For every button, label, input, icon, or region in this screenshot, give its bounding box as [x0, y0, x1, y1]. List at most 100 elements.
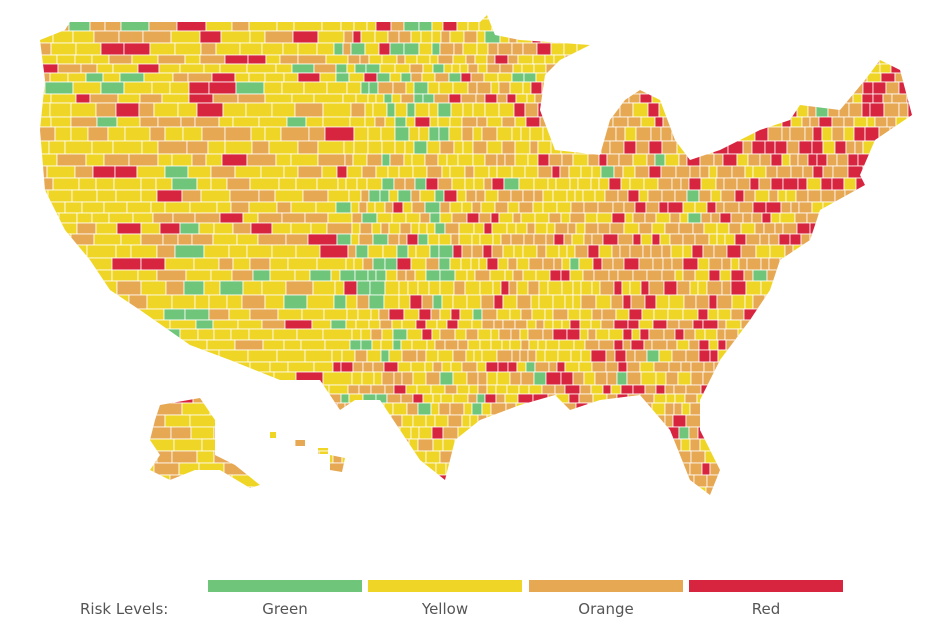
county-tile [144, 15, 170, 20]
county-tile [405, 384, 418, 395]
county-tile [830, 30, 840, 44]
county-tile [306, 294, 335, 310]
county-tile [847, 153, 859, 167]
county-tile [394, 102, 408, 118]
county-tile [888, 402, 898, 416]
county-tile [794, 72, 806, 83]
county-tile [878, 450, 894, 464]
county-tile [235, 81, 265, 95]
county-tile [666, 319, 680, 330]
county-tile [92, 165, 116, 179]
county-tile [871, 280, 884, 296]
county-tile [516, 294, 532, 310]
county-tile [685, 384, 702, 395]
county-tile [632, 269, 648, 282]
county-tile [245, 15, 273, 20]
county-tile [208, 81, 237, 95]
county-tile [532, 54, 546, 65]
county-tile [623, 222, 640, 235]
county-tile [742, 414, 758, 428]
county-tile [535, 319, 545, 330]
county-tile [709, 349, 719, 363]
county-tile [432, 499, 447, 511]
county-tile [465, 349, 475, 363]
county-tile [807, 102, 817, 118]
county-tile [723, 414, 734, 428]
county-tile [851, 244, 866, 259]
county-tile [392, 339, 402, 351]
county-tile [81, 201, 105, 214]
county-tile [527, 153, 539, 167]
county-tile [80, 361, 103, 373]
county-tile [448, 93, 462, 104]
county-tile [606, 153, 620, 167]
county-tile [74, 165, 94, 179]
county-tile [476, 361, 487, 373]
county-tile [251, 140, 270, 155]
county-tile [691, 486, 707, 495]
county-tile [46, 165, 76, 179]
county-tile [904, 177, 912, 191]
county-tile [639, 393, 655, 404]
county-tile [638, 257, 654, 271]
county-tile [858, 63, 872, 74]
county-tile [825, 384, 840, 395]
county-tile [511, 165, 526, 179]
county-tile [879, 201, 895, 214]
county-tile [69, 339, 98, 351]
county-tile [490, 212, 500, 224]
county-tile [796, 280, 811, 296]
county-tile [197, 486, 213, 495]
county-tile [500, 233, 512, 246]
county-tile [207, 140, 226, 155]
county-tile [831, 257, 842, 271]
county-tile [900, 269, 910, 282]
county-tile [505, 499, 520, 511]
county-tile [566, 189, 576, 203]
county-tile [895, 474, 906, 488]
county-tile [276, 349, 306, 363]
county-tile [441, 294, 454, 310]
county-tile [670, 438, 682, 452]
county-tile [357, 414, 370, 428]
county-tile [410, 361, 426, 373]
county-tile [878, 54, 888, 65]
county-tile [638, 462, 655, 476]
county-tile [664, 402, 675, 416]
county-tile [832, 393, 846, 404]
county-tile [345, 462, 361, 476]
county-tile [905, 328, 912, 341]
county-tile [846, 438, 861, 452]
county-tile [803, 499, 814, 511]
county-tile [478, 257, 488, 271]
county-tile [891, 42, 904, 56]
county-tile [795, 438, 812, 452]
county-tile [549, 450, 566, 464]
county-tile [359, 54, 370, 65]
county-tile [421, 72, 436, 83]
county-tile [305, 116, 324, 128]
county-tile [531, 308, 546, 321]
county-tile [856, 371, 866, 386]
county-tile [661, 42, 676, 56]
county-tile [587, 244, 600, 259]
county-tile [190, 349, 220, 363]
county-tile [690, 361, 705, 373]
county-tile [411, 201, 426, 214]
county-tile [542, 126, 553, 142]
county-tile [559, 165, 570, 179]
county-tile [546, 93, 562, 104]
county-tile [161, 93, 190, 104]
county-tile [620, 177, 631, 191]
county-tile [169, 319, 197, 330]
county-tile [742, 212, 753, 224]
county-tile [728, 222, 742, 235]
county-tile [486, 414, 498, 428]
county-tile [498, 212, 514, 224]
county-tile [79, 384, 105, 395]
county-tile [786, 426, 799, 440]
county-tile [210, 269, 233, 282]
county-tile [813, 328, 827, 341]
county-tile [362, 361, 374, 373]
county-tile [857, 339, 868, 351]
